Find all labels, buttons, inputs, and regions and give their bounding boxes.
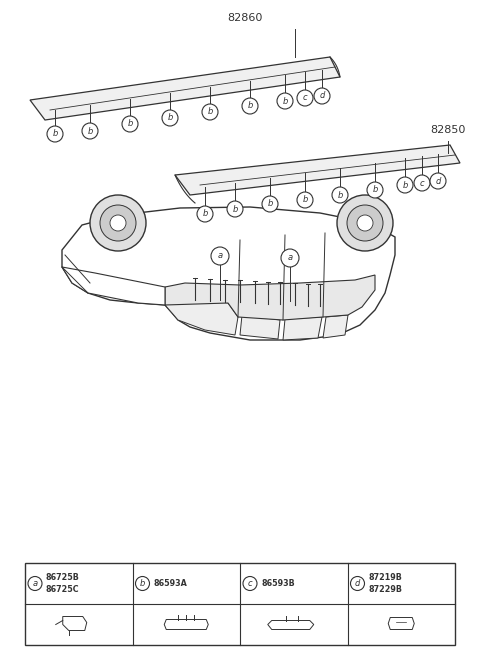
Text: b: b (87, 126, 93, 136)
Polygon shape (240, 315, 280, 339)
Circle shape (347, 205, 383, 241)
Text: b: b (52, 130, 58, 138)
Polygon shape (165, 275, 375, 320)
Circle shape (90, 195, 146, 251)
Text: a: a (288, 253, 293, 263)
Text: 82860: 82860 (228, 13, 263, 23)
Text: b: b (140, 579, 145, 588)
Text: b: b (282, 96, 288, 105)
Circle shape (242, 98, 258, 114)
Text: 87219B
87229B: 87219B 87229B (369, 573, 403, 593)
Circle shape (28, 576, 42, 591)
Polygon shape (323, 315, 348, 338)
Text: b: b (207, 107, 213, 117)
Text: a: a (33, 579, 37, 588)
Text: 86593A: 86593A (154, 579, 187, 588)
Circle shape (211, 247, 229, 265)
Circle shape (430, 173, 446, 189)
Circle shape (47, 126, 63, 142)
Text: b: b (372, 185, 378, 195)
Circle shape (122, 116, 138, 132)
Circle shape (202, 104, 218, 120)
Text: d: d (355, 579, 360, 588)
Text: a: a (217, 252, 223, 261)
Text: c: c (420, 179, 424, 187)
Text: b: b (337, 191, 343, 200)
Text: 86593B: 86593B (261, 579, 295, 588)
Text: b: b (202, 210, 208, 219)
Circle shape (332, 187, 348, 203)
Polygon shape (175, 145, 460, 195)
Text: b: b (247, 102, 252, 111)
Text: b: b (232, 204, 238, 214)
Circle shape (397, 177, 413, 193)
Text: b: b (127, 119, 132, 128)
Circle shape (110, 215, 126, 231)
Text: d: d (435, 176, 441, 185)
Circle shape (357, 215, 373, 231)
Circle shape (297, 192, 313, 208)
Circle shape (281, 249, 299, 267)
Polygon shape (283, 317, 322, 340)
Circle shape (350, 576, 364, 591)
Circle shape (135, 576, 149, 591)
Text: c: c (303, 94, 307, 102)
Text: 82850: 82850 (430, 125, 466, 135)
Polygon shape (62, 267, 165, 305)
Circle shape (414, 175, 430, 191)
Circle shape (262, 196, 278, 212)
Circle shape (197, 206, 213, 222)
Text: b: b (302, 195, 308, 204)
Circle shape (337, 195, 393, 251)
Circle shape (243, 576, 257, 591)
Circle shape (82, 123, 98, 139)
Text: b: b (168, 113, 173, 122)
Polygon shape (165, 297, 238, 335)
Bar (25, 563, 455, 645)
Circle shape (227, 201, 243, 217)
Text: 86725B
86725C: 86725B 86725C (46, 573, 80, 593)
Circle shape (297, 90, 313, 106)
Circle shape (367, 182, 383, 198)
Polygon shape (30, 57, 340, 120)
Text: d: d (319, 92, 324, 100)
Circle shape (277, 93, 293, 109)
Text: c: c (248, 579, 252, 588)
Circle shape (162, 110, 178, 126)
Polygon shape (62, 207, 395, 340)
Circle shape (100, 205, 136, 241)
Circle shape (314, 88, 330, 104)
Text: b: b (267, 200, 273, 208)
Text: b: b (402, 181, 408, 189)
